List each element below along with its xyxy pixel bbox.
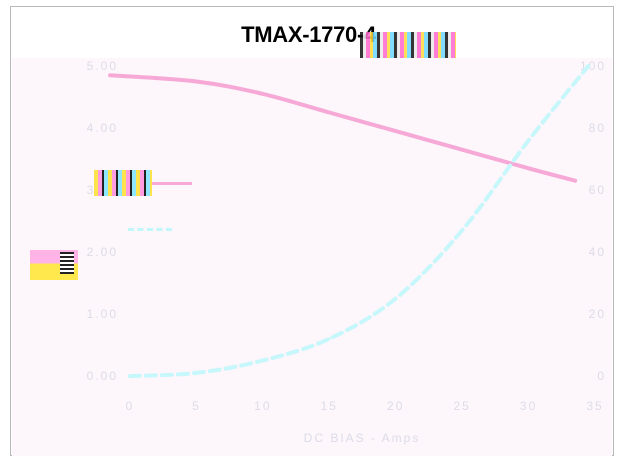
series-layer [108,64,591,378]
chart-title: TMAX-1770-4 [241,22,376,47]
series-2-point [194,371,198,375]
title-image-artifact [360,32,456,58]
x-tick-label: 15 [321,399,338,413]
legend-image-artifact [94,170,152,196]
plot-area [12,58,612,456]
legend-line-series-1 [152,182,192,185]
y-left-tick-label: 5.00 [87,59,118,73]
x-axis-ticks: 0 5 10 15 20 25 30 35 [126,399,603,413]
series-2-point [128,374,132,378]
series-1-point [194,80,198,83]
y-left-tick-label: 4.00 [87,121,118,135]
series-1-point [460,148,464,152]
legend-line-series-2 [128,228,172,231]
series-2-line [128,64,591,378]
y-right-tick-label: 40 [589,245,606,259]
series-1-point [327,111,331,114]
series-2-point [394,297,398,300]
series-2-point [527,138,531,142]
x-tick-label: 35 [586,399,603,413]
y-left-axis-ticks: 0.001.002.003.004.005.00 [87,59,118,383]
left-image-artifact [30,250,78,280]
series-1-point [108,73,112,77]
x-tick-label: 30 [520,399,537,413]
series-2-point [460,228,464,232]
y-left-tick-label: 2.00 [87,245,118,259]
y-right-tick-label: 20 [589,307,606,321]
series-1-line [108,73,578,183]
x-axis-label: DC BIAS - Amps [304,431,421,445]
y-left-tick-label: 1.00 [87,307,118,321]
series-2-point [261,359,265,362]
y-left-tick-label: 0.00 [87,369,118,383]
x-tick-label: 10 [254,399,271,413]
x-tick-label: 5 [192,399,201,413]
series-2-point [327,337,331,341]
y-right-tick-label: 80 [589,121,606,135]
series-1-point [394,129,398,133]
series-2-point [586,64,590,68]
x-tick-label: 25 [453,399,470,413]
series-1-point [527,166,531,170]
series-1-point [573,179,577,183]
y-right-tick-label: 0 [597,369,606,383]
y-right-tick-label: 60 [589,183,606,197]
x-tick-label: 20 [387,399,404,413]
series-1-point [261,92,265,96]
x-tick-label: 0 [126,399,135,413]
